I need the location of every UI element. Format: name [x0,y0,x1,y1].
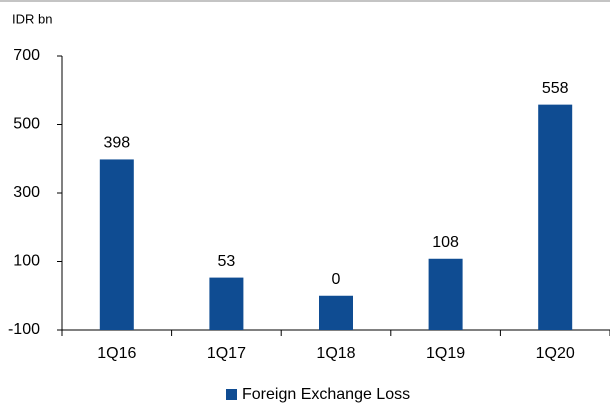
x-tick-label: 1Q16 [97,345,136,362]
data-label: 108 [432,234,459,251]
x-tick-label: 1Q19 [426,345,465,362]
data-label: 0 [332,271,341,288]
data-label: 558 [542,80,569,97]
y-tick-label: 300 [13,184,40,201]
bar [319,295,353,330]
y-tick-label: 100 [13,253,40,270]
x-tick-label: 1Q18 [316,345,355,362]
y-tick-label: 700 [13,47,40,64]
y-tick-label: 500 [13,116,40,133]
y-axis-label: IDR bn [12,11,52,26]
bar [538,104,573,330]
data-label: 53 [218,253,236,270]
legend-label: Foreign Exchange Loss [242,386,410,403]
bar [428,258,463,330]
x-tick-label: 1Q17 [207,345,246,362]
data-label: 398 [103,135,130,152]
bar [209,277,244,330]
legend-swatch [226,389,237,400]
x-tick-label: 1Q20 [536,345,575,362]
bar [99,159,134,330]
y-tick-label: -100 [8,321,40,338]
